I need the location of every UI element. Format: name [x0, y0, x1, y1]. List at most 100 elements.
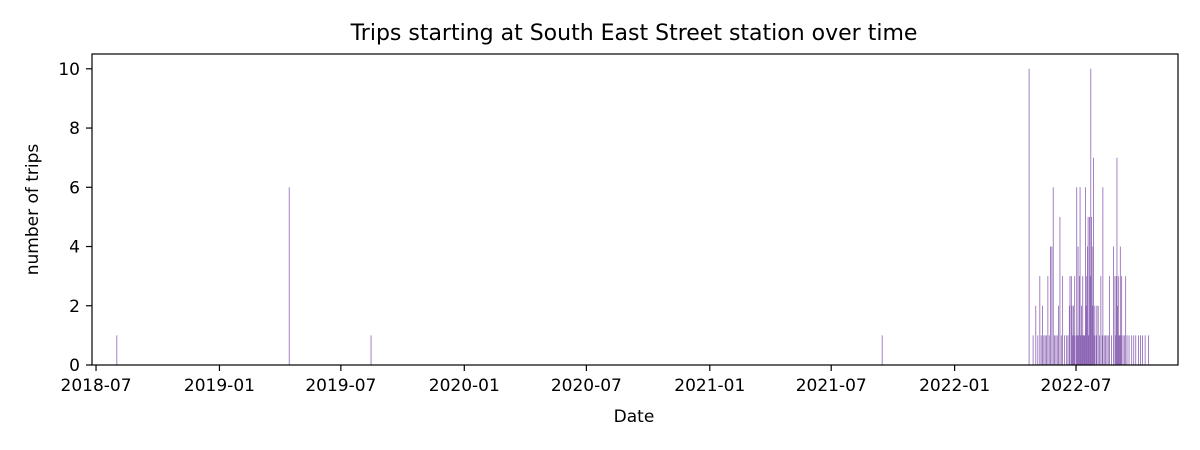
bar — [1058, 305, 1059, 365]
bar — [288, 187, 290, 365]
bar — [1073, 335, 1075, 365]
bar — [1093, 157, 1094, 365]
y-tick-label: 6 — [69, 178, 80, 198]
bar — [370, 335, 372, 365]
y-axis-label: number of trips — [23, 144, 43, 276]
bar — [1102, 187, 1104, 365]
bar — [1107, 335, 1109, 365]
bar — [1105, 335, 1106, 365]
bar — [1119, 246, 1121, 365]
bar — [1142, 335, 1143, 365]
bar — [1119, 335, 1121, 365]
bar — [1089, 216, 1090, 365]
bar — [1081, 335, 1083, 365]
bar — [1092, 305, 1094, 365]
bar — [1042, 305, 1043, 365]
bar — [1087, 246, 1088, 365]
bar — [1050, 246, 1051, 365]
bar — [1083, 335, 1085, 365]
bar — [1087, 216, 1089, 365]
bar — [1072, 335, 1074, 365]
bar — [1077, 246, 1079, 365]
x-tick-label: 2022-07 — [1041, 376, 1112, 396]
bar — [1118, 335, 1120, 365]
bar — [1093, 335, 1095, 365]
bar — [1080, 335, 1082, 365]
bar — [1046, 335, 1047, 365]
x-tick-label: 2020-01 — [429, 376, 500, 396]
bar — [1054, 335, 1055, 365]
bar — [1083, 335, 1084, 365]
bar — [1084, 335, 1086, 365]
bar — [1122, 335, 1124, 365]
bar — [1076, 187, 1078, 365]
y-tick-label: 0 — [69, 356, 80, 376]
y-tick-label: 2 — [69, 297, 80, 317]
bar — [116, 335, 118, 365]
bar — [1131, 335, 1133, 365]
bar — [1037, 335, 1039, 365]
bar — [1114, 276, 1116, 365]
bar — [1085, 305, 1087, 365]
bar — [1094, 305, 1096, 365]
bar — [1078, 276, 1080, 365]
bar — [1140, 335, 1141, 365]
bar — [1115, 335, 1117, 365]
bar — [1099, 335, 1100, 365]
bar — [1133, 335, 1135, 365]
bar — [1125, 276, 1127, 365]
bar — [1148, 335, 1149, 365]
bar — [1081, 305, 1082, 365]
bar — [1101, 335, 1103, 365]
bar — [1138, 335, 1139, 365]
bar — [1066, 335, 1068, 365]
y-tick-label: 10 — [58, 60, 80, 80]
y-tick-label: 8 — [69, 119, 80, 139]
bar — [1111, 335, 1112, 365]
bar — [1069, 276, 1071, 365]
x-tick-label: 2020-07 — [551, 376, 622, 396]
bar — [1135, 335, 1137, 365]
y-axis-ticks: 0 2 4 6 8 10 — [58, 60, 92, 376]
bar — [1048, 335, 1050, 365]
bar — [1055, 335, 1057, 365]
bar — [1028, 68, 1030, 365]
bar — [1067, 335, 1069, 365]
bar — [1096, 305, 1098, 365]
x-tick-label: 2021-01 — [674, 376, 745, 396]
y-tick-label: 4 — [69, 238, 80, 258]
bar — [1071, 305, 1073, 365]
bar — [881, 335, 883, 365]
bar — [1109, 276, 1110, 365]
bar — [1103, 335, 1105, 365]
bar — [1062, 276, 1064, 365]
bar — [1126, 335, 1128, 365]
bar — [1047, 276, 1049, 365]
bar — [1121, 276, 1123, 365]
bar — [1078, 335, 1080, 365]
bar — [1039, 276, 1041, 365]
bar — [1082, 276, 1084, 365]
x-tick-label: 2019-07 — [305, 376, 376, 396]
bar — [1120, 335, 1122, 365]
bar — [1116, 157, 1118, 365]
bar — [1043, 335, 1045, 365]
bar — [1059, 216, 1061, 365]
bar — [1117, 305, 1119, 365]
x-axis-ticks: 2018-07 2019-01 2019-07 2020-01 2020-07 2021-… — [61, 365, 1112, 396]
bar — [1079, 187, 1081, 365]
bar — [1051, 246, 1053, 365]
bar — [1144, 335, 1146, 365]
bar — [1095, 335, 1097, 365]
bar — [1072, 305, 1074, 365]
bar — [1064, 335, 1066, 365]
bar — [1097, 305, 1099, 365]
bar — [1052, 187, 1054, 365]
bar — [1074, 276, 1076, 365]
bar — [1091, 216, 1092, 365]
bar — [1091, 246, 1093, 365]
bar — [1100, 276, 1102, 365]
